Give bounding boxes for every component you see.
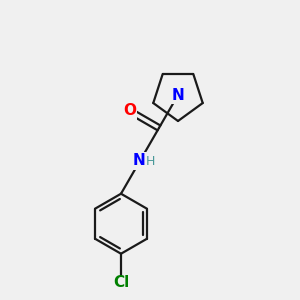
- Text: N: N: [172, 88, 184, 103]
- Text: H: H: [145, 155, 155, 168]
- Text: O: O: [123, 103, 136, 118]
- Text: Cl: Cl: [113, 275, 129, 290]
- Text: N: N: [133, 153, 146, 168]
